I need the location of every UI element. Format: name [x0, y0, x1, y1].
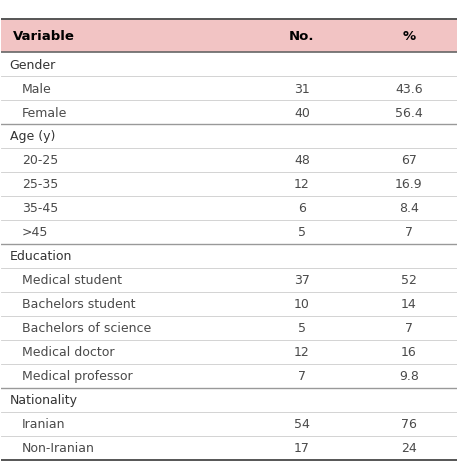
Text: 6: 6: [298, 202, 306, 215]
Text: 54: 54: [294, 417, 310, 431]
FancyBboxPatch shape: [1, 292, 457, 316]
Text: Age (y): Age (y): [10, 130, 55, 143]
Text: 37: 37: [294, 274, 310, 287]
Text: 7: 7: [405, 226, 413, 239]
FancyBboxPatch shape: [1, 340, 457, 364]
FancyBboxPatch shape: [1, 53, 457, 77]
Text: Education: Education: [10, 250, 72, 263]
Text: Medical doctor: Medical doctor: [22, 345, 114, 358]
Text: 7: 7: [298, 369, 306, 382]
Text: 56.4: 56.4: [395, 106, 423, 119]
Text: Iranian: Iranian: [22, 417, 65, 431]
Text: 5: 5: [298, 322, 306, 335]
Text: 9.8: 9.8: [399, 369, 419, 382]
Text: %: %: [402, 30, 415, 43]
FancyBboxPatch shape: [1, 149, 457, 173]
FancyBboxPatch shape: [1, 388, 457, 412]
FancyBboxPatch shape: [1, 436, 457, 460]
Text: 31: 31: [294, 82, 310, 95]
FancyBboxPatch shape: [1, 101, 457, 125]
Text: 35-45: 35-45: [22, 202, 58, 215]
Text: No.: No.: [289, 30, 315, 43]
FancyBboxPatch shape: [1, 244, 457, 269]
Text: 40: 40: [294, 106, 310, 119]
Text: 20-25: 20-25: [22, 154, 58, 167]
Text: Medical student: Medical student: [22, 274, 122, 287]
Text: 10: 10: [294, 298, 310, 311]
Text: Female: Female: [22, 106, 67, 119]
Text: Non-Iranian: Non-Iranian: [22, 441, 95, 454]
Text: 25-35: 25-35: [22, 178, 58, 191]
FancyBboxPatch shape: [1, 20, 457, 53]
Text: 67: 67: [401, 154, 417, 167]
Text: Bachelors student: Bachelors student: [22, 298, 136, 311]
FancyBboxPatch shape: [1, 412, 457, 436]
Text: Variable: Variable: [13, 30, 75, 43]
FancyBboxPatch shape: [1, 125, 457, 149]
Text: 16.9: 16.9: [395, 178, 423, 191]
Text: 17: 17: [294, 441, 310, 454]
Text: 12: 12: [294, 178, 310, 191]
Text: 76: 76: [401, 417, 417, 431]
Text: 24: 24: [401, 441, 417, 454]
Text: 48: 48: [294, 154, 310, 167]
FancyBboxPatch shape: [1, 269, 457, 292]
Text: 52: 52: [401, 274, 417, 287]
Text: >45: >45: [22, 226, 48, 239]
Text: Male: Male: [22, 82, 52, 95]
FancyBboxPatch shape: [1, 220, 457, 244]
Text: 43.6: 43.6: [395, 82, 423, 95]
Text: 12: 12: [294, 345, 310, 358]
Text: 5: 5: [298, 226, 306, 239]
Text: Medical professor: Medical professor: [22, 369, 132, 382]
Text: 16: 16: [401, 345, 417, 358]
Text: 14: 14: [401, 298, 417, 311]
Text: Nationality: Nationality: [10, 394, 77, 407]
FancyBboxPatch shape: [1, 173, 457, 196]
FancyBboxPatch shape: [1, 196, 457, 220]
FancyBboxPatch shape: [1, 316, 457, 340]
Text: Bachelors of science: Bachelors of science: [22, 322, 151, 335]
FancyBboxPatch shape: [1, 364, 457, 388]
FancyBboxPatch shape: [1, 77, 457, 101]
Text: Gender: Gender: [10, 58, 56, 71]
Text: 7: 7: [405, 322, 413, 335]
Text: 8.4: 8.4: [399, 202, 419, 215]
